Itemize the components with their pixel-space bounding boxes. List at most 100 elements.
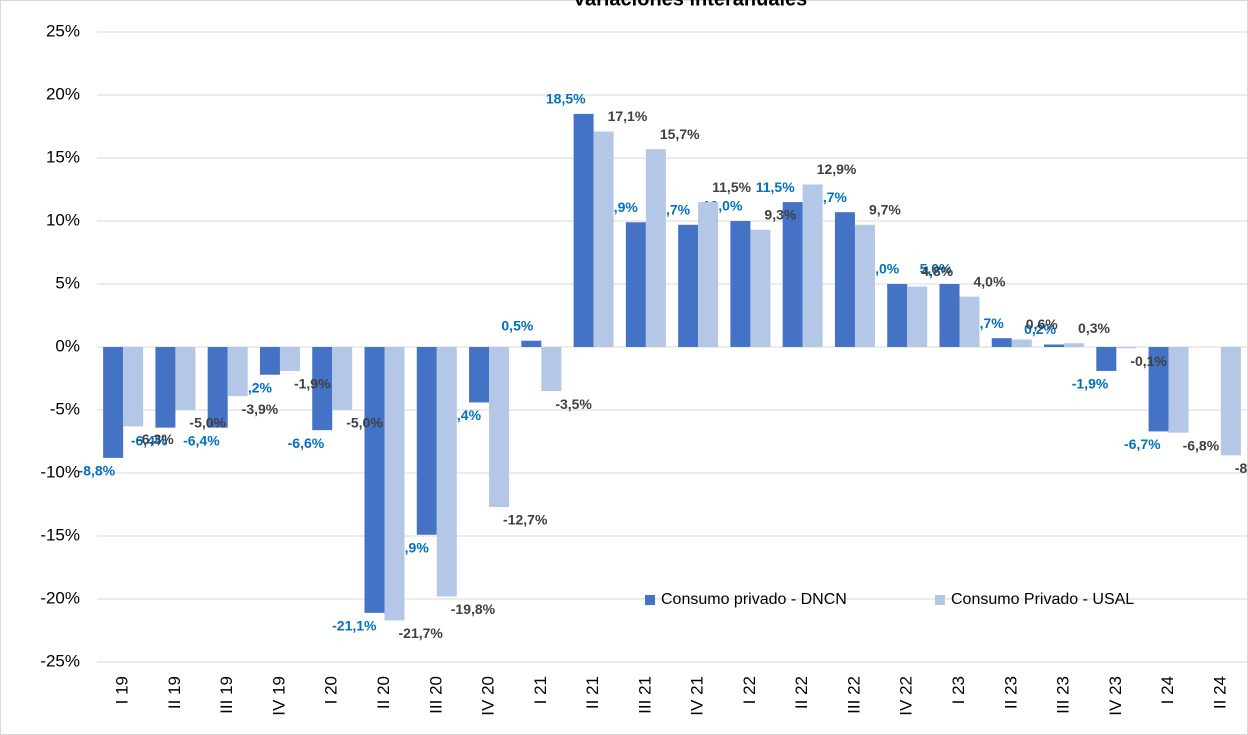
bar [959,296,980,347]
x-tick-label: I 24 [1158,676,1177,704]
x-tick-label: IV 19 [269,676,288,716]
y-tick-label: 10% [46,210,80,229]
value-label: 0,6% [1026,316,1058,332]
value-label: 9,7% [869,201,901,217]
value-label: -8,6% [1235,460,1248,476]
bar [593,131,614,347]
value-label: 9,7% [658,201,690,217]
bar [521,340,542,347]
y-tick-label: -25% [40,651,80,670]
value-label: -1,9% [294,376,331,392]
y-tick-label: -15% [40,525,80,544]
value-label: -6,4% [131,432,168,448]
bar [782,202,803,347]
bar [750,229,771,347]
value-label: -6,7% [1124,436,1161,452]
chart-title: Variaciones interanuales [573,0,808,10]
bar [645,149,666,347]
bar [907,286,928,347]
y-tick-label: -20% [40,588,80,607]
bar [1064,343,1085,347]
legend-label: Consumo Privado - USAL [951,591,1134,608]
x-tick-label: II 19 [165,676,184,709]
value-label: 18,5% [546,91,586,107]
x-tick-label: IV 21 [688,676,707,716]
bar [259,347,280,375]
value-label: -0,1% [1130,353,1167,369]
bar [312,347,333,431]
x-tick-label: I 23 [949,676,968,704]
legend-swatch [645,595,655,605]
value-label: 11,5% [712,179,751,195]
bar [227,347,248,397]
value-label: 12,9% [817,161,857,177]
bar [1011,339,1032,347]
y-tick-label: -10% [40,462,80,481]
bar [155,347,176,428]
bar [625,222,646,347]
value-label: -12,7% [503,512,548,528]
x-tick-label: I 22 [740,676,759,704]
bar [384,347,405,621]
x-tick-label: I 20 [322,676,341,704]
y-tick-label: 5% [55,273,80,292]
bar [123,347,144,427]
value-label: -21,7% [399,625,444,641]
bar [332,347,353,410]
bar [991,338,1012,347]
x-tick-label: II 23 [1001,676,1020,709]
bar [1096,347,1117,371]
legend-label: Consumo privado - DNCN [661,591,847,608]
bar [541,347,562,392]
value-label: 9,3% [764,207,796,223]
bar [489,347,510,508]
value-label: 4,0% [974,273,1006,289]
bar [802,184,823,347]
x-tick-label: II 24 [1210,676,1229,709]
value-label: -1,9% [1072,376,1109,392]
value-label: -6,8% [1183,437,1220,453]
value-label: 0,7% [972,315,1004,331]
bar [1220,347,1241,456]
value-label: 15,7% [660,126,700,142]
value-label: -8,8% [79,463,116,479]
value-label: -6,4% [183,432,220,448]
bar [1116,347,1137,349]
x-tick-label: III 23 [1054,676,1073,714]
bar [469,347,490,403]
value-label: 0,5% [501,317,533,333]
bar [939,284,960,347]
x-tick-label: IV 23 [1106,676,1125,716]
bar [678,224,699,347]
value-label: 5,0% [867,261,899,277]
value-label: -3,5% [555,396,592,412]
bar [279,347,300,371]
bar [1168,347,1189,433]
bar [1148,347,1169,432]
value-label: 17,1% [608,108,648,124]
value-label: -21,1% [332,618,377,634]
bar [1044,344,1065,347]
value-label: -6,3% [137,431,174,447]
y-tick-label: 0% [55,336,80,355]
y-tick-label: 25% [46,21,80,40]
bar [364,347,385,613]
value-label: -5,0% [189,415,226,431]
value-label: -19,8% [451,601,496,617]
x-tick-label: III 19 [217,676,236,714]
value-label: 4,8% [921,263,953,279]
value-label: 5,0% [920,261,952,277]
bar [698,202,719,347]
legend-swatch [935,595,945,605]
bar [103,347,124,458]
bar [730,221,751,347]
x-tick-label: IV 22 [897,676,916,716]
x-tick-label: II 22 [792,676,811,709]
x-tick-label: III 22 [844,676,863,714]
x-tick-label: I 21 [531,676,550,704]
bar [436,347,457,597]
value-label: -6,6% [288,435,325,451]
bar [573,113,594,348]
value-label: -3,9% [242,401,279,417]
